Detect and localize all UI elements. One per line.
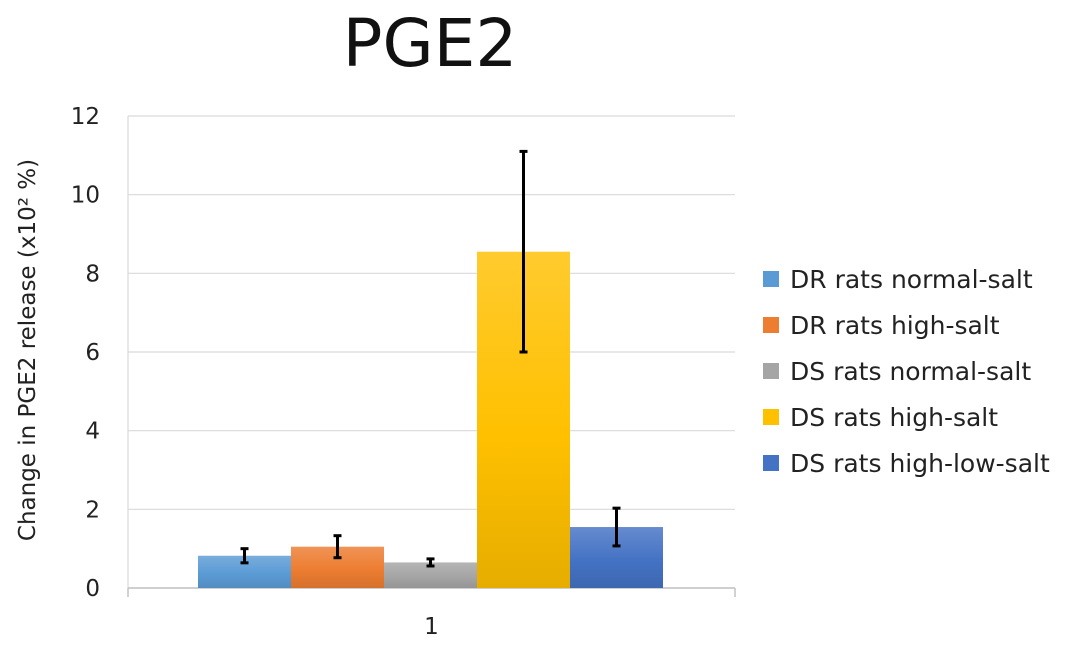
gridlines xyxy=(128,115,735,510)
legend-swatch xyxy=(763,363,779,379)
legend-swatch xyxy=(763,409,779,425)
chart-title: PGE2 xyxy=(343,5,518,82)
x-tick-labels: 1 xyxy=(424,614,439,640)
y-axis-label: Change in PGE2 release (x10² %) xyxy=(15,159,41,541)
legend: DR rats normal-salt DR rats high-salt DS r… xyxy=(763,265,1050,478)
y-tick-label: 10 xyxy=(71,183,100,209)
y-tick-label: 12 xyxy=(71,104,100,130)
legend-swatch xyxy=(763,271,779,287)
y-tick-labels: 0 2 4 6 8 10 12 xyxy=(71,104,100,602)
legend-swatch xyxy=(763,317,779,333)
error-bars xyxy=(240,149,621,568)
axes xyxy=(127,116,736,597)
legend-swatch xyxy=(763,455,779,471)
legend-label: DR rats high-salt xyxy=(790,311,1000,340)
plot-area xyxy=(198,251,663,588)
legend-label: DR rats normal-salt xyxy=(790,265,1033,294)
y-tick-label: 4 xyxy=(85,419,100,445)
legend-label: DS rats normal-salt xyxy=(790,357,1031,386)
y-tick-label: 8 xyxy=(85,261,100,287)
y-tick-label: 0 xyxy=(85,576,100,602)
y-tick-label: 2 xyxy=(85,497,100,523)
legend-label: DS rats high-salt xyxy=(790,403,998,432)
legend-label: DS rats high-low-salt xyxy=(790,449,1050,478)
y-tick-label: 6 xyxy=(85,340,100,366)
x-tick-label: 1 xyxy=(424,614,439,640)
